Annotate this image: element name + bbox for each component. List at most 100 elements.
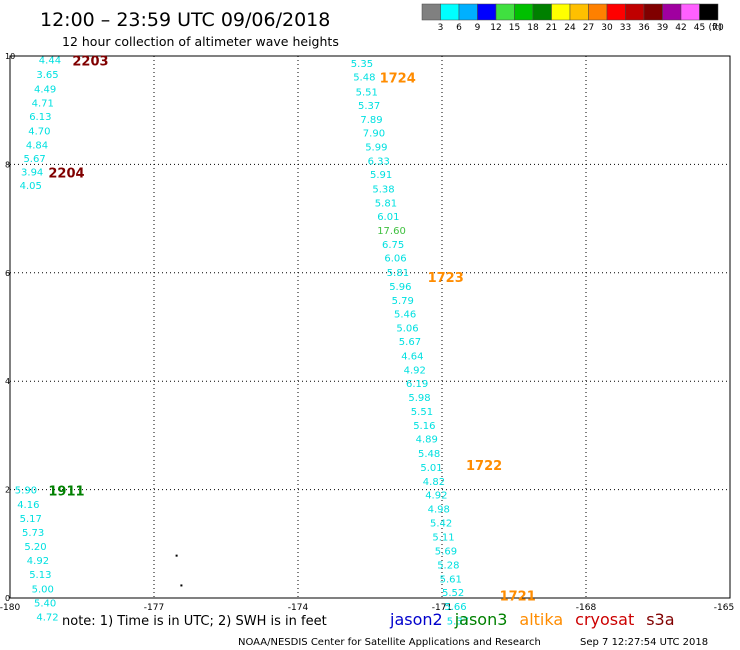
lat-tick-label: 10 [5,52,15,61]
colorbar-label: 6 [456,23,462,33]
colorbar-swatch [477,3,497,21]
swh-value: 6.06 [384,254,406,265]
land-dot [175,554,178,557]
lon-tick-label: -165 [714,603,734,613]
swh-value: 5.48 [418,449,440,460]
swh-value: 5.52 [442,588,464,599]
swh-value: 4.92 [27,556,49,567]
colorbar-label: 3 [438,23,444,33]
swh-value: 5.67 [399,337,421,348]
swh-value: 5.48 [353,73,375,84]
swh-value: 5.81 [375,198,397,209]
swh-value: 5.81 [387,268,409,279]
colorbar-swatch [569,3,589,21]
swh-value: 3.94 [21,168,43,179]
land-dot [180,584,183,587]
swh-value: 4.82 [423,477,445,488]
swh-value: 5.79 [392,296,414,307]
swh-value: 5.17 [20,514,42,525]
swh-value: 5.16 [413,421,435,432]
colorbar-label: 30 [601,23,613,33]
swh-value: 4.92 [404,365,426,376]
swh-value: 7.89 [360,115,382,126]
lat-tick-label: 6 [5,269,10,278]
swh-value: 7.90 [363,129,385,140]
colorbar-swatch [551,3,571,21]
footer-credit: NOAA/NESDIS Center for Satellite Applica… [238,637,541,648]
legend-jason3: jason3 [454,610,508,629]
lon-tick-label: -171 [432,603,452,613]
lat-tick-label: 0 [5,594,10,603]
swh-value: 5.90 [15,486,37,497]
swh-value: 4.72 [36,613,58,624]
swh-value: 5.51 [411,407,433,418]
swh-value: 5.96 [389,282,411,293]
colorbar-swatch [421,3,441,21]
colorbar-label: 15 [509,23,520,33]
swh-value: 4.44 [39,55,61,66]
map-area: 0 2 4 6 8 10 -180 -177 -174 -171 -168 -165 4.44 3.6… [0,52,734,627]
colorbar-swatch [514,3,534,21]
swh-value: 5.37 [447,616,469,627]
swh-value: 4.49 [34,85,56,96]
swh-value: 5.99 [365,143,387,154]
colorbar-swatch [440,3,460,21]
legend-s3a: s3a [646,610,674,629]
swh-value: 4.05 [20,181,42,192]
lat-tick-label: 8 [5,160,10,169]
page-title: 12:00 – 23:59 UTC 09/06/2018 [40,9,330,31]
swh-value: 4.84 [26,140,48,151]
map-frame [9,55,731,599]
track-id-label: 1724 [380,72,416,87]
track-id-label: 1911 [48,485,84,500]
lat-tick-label: 4 [5,377,10,386]
swh-value: 5.91 [370,170,392,181]
colorbar-swatch [643,3,663,21]
colorbar-swatch [532,3,552,21]
swh-value: 6.13 [29,112,51,123]
colorbar-swatch [680,3,700,21]
lon-tick-label: -177 [144,603,164,613]
colorbar-label: 36 [638,23,650,33]
swh-value: 6.75 [382,240,404,251]
swh-value: 5.28 [437,560,459,571]
track-id-label: 2204 [48,167,84,182]
swh-value: 6.01 [377,212,399,223]
longitude-ticks: -180 -177 -174 -171 -168 -165 [0,603,734,613]
track-id-label: 2203 [72,54,108,69]
colorbar-label: 12 [490,23,501,33]
colorbar-label: 21 [546,23,557,33]
swh-values: 4.44 3.65 4.49 4.71 6.13 4.70 4.84 5.67 3.94 4.05… [15,55,469,627]
swh-value: 5.42 [430,519,452,530]
colorbar-label: 9 [475,23,481,33]
track-labels: 2203 2204 1724 1723 1722 1721 1911 [48,54,535,604]
footer-timestamp: Sep 7 12:27:54 UTC 2018 [580,637,708,648]
swh-value: 5.11 [432,532,454,543]
lon-tick-label: -180 [0,603,20,613]
swh-value: 5.51 [356,87,378,98]
swh-value: 3.65 [36,70,58,81]
swh-value: 5.73 [22,528,44,539]
swh-value: 5.66 [444,602,466,613]
lat-tick-label: 2 [5,486,10,495]
colorbar-swatch [458,3,478,21]
satellite-legend: jason2 jason3 altika cryosat s3a [389,610,675,629]
swh-value: 5.37 [358,101,380,112]
colorbar-swatch [495,3,515,21]
colorbar-label: 39 [657,23,669,33]
colorbar-swatch [606,3,626,21]
colorbar-swatch [662,3,682,21]
swh-value: 5.40 [34,598,56,609]
legend-altika: altika [519,610,563,629]
colorbar-swatch [625,3,645,21]
swh-value: 4.89 [416,435,438,446]
swh-value: 5.35 [351,59,373,70]
track-id-label: 1722 [466,459,502,474]
swh-value: 5.69 [435,546,457,557]
colorbar-swatch [699,3,719,21]
colorbar-label: 70 [712,23,724,33]
grid-lines [10,56,730,598]
swh-value: 4.98 [428,505,450,516]
swh-value: 5.67 [23,154,45,165]
